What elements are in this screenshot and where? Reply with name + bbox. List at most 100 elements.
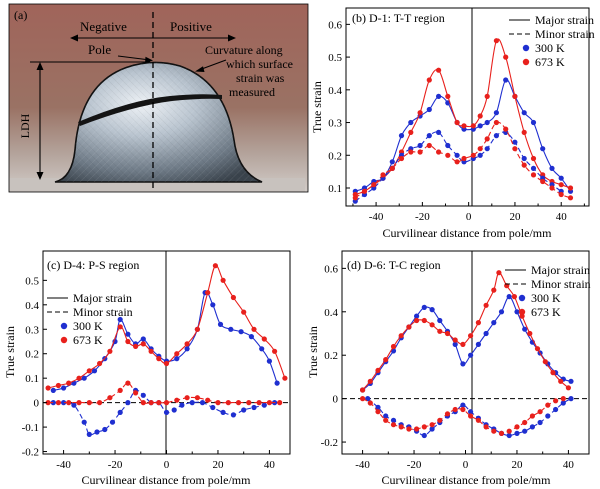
x-tick-label-d: -20 — [407, 459, 422, 471]
data-point-d-minor-300k — [529, 424, 536, 430]
data-point-c-major-300k — [184, 346, 190, 352]
positive-arrowhead — [228, 34, 236, 42]
data-point-c-major-300k — [217, 321, 224, 327]
y-tick-label-d: -0.2 — [321, 437, 338, 449]
legend-b: Major strain Minor strain 300 K 673 K — [509, 13, 595, 69]
data-point-c-minor-673k — [174, 397, 180, 403]
x-tick-label-c: 20 — [212, 459, 224, 471]
data-point-b-major-673k — [503, 54, 509, 60]
data-point-b-major-673k — [477, 113, 483, 119]
data-point-c-minor-673k — [194, 395, 200, 401]
data-point-c-major-673k — [76, 375, 82, 381]
data-point-c-major-300k — [259, 346, 265, 352]
data-point-d-minor-300k — [506, 432, 512, 439]
data-point-b-major-300k — [503, 77, 509, 83]
y-tick-label-b: 0.2 — [328, 150, 342, 162]
data-point-c-major-673k — [282, 375, 288, 381]
data-point-c-minor-673k — [117, 387, 123, 393]
data-point-c-major-673k — [86, 368, 92, 374]
x-axis-label-d: Curvilinear distance from pole/mm — [382, 473, 552, 487]
y-tick-label-b: 0.5 — [328, 52, 342, 64]
legend-d-300k-label: 300 K — [531, 291, 561, 305]
data-point-b-major-673k — [408, 129, 414, 135]
y-tick-label-d: 0.2 — [324, 350, 338, 362]
data-point-d-minor-673k — [498, 430, 505, 436]
data-point-d-minor-673k — [522, 419, 528, 426]
data-point-b-major-673k — [436, 67, 442, 73]
data-point-c-minor-300k — [140, 392, 146, 398]
data-point-d-minor-300k — [553, 406, 559, 413]
ldh-arrowhead-bottom — [36, 172, 44, 180]
series-line-d-major-673k — [362, 272, 569, 391]
x-tick-label-c: -20 — [108, 459, 123, 471]
series-line-c-minor-673k — [48, 382, 280, 404]
data-point-b-minor-673k — [567, 195, 574, 201]
data-point-d-major-673k — [452, 337, 458, 343]
curvature-pointer-head — [195, 66, 205, 72]
data-point-d-minor-673k — [390, 422, 397, 428]
data-point-d-major-673k — [565, 385, 572, 391]
data-point-b-minor-673k — [484, 136, 490, 142]
data-point-d-minor-300k — [390, 417, 397, 423]
data-point-c-minor-673k — [125, 380, 131, 386]
data-point-d-major-300k — [483, 330, 489, 337]
chart-panel-d: -40 -20 0 20 40 -0.2 0 0.2 0.4 0.6 (d) D-6: T-C … — [306, 250, 591, 487]
data-point-b-major-300k — [477, 123, 483, 129]
photo-panel-tag: (a) — [14, 8, 27, 22]
x-tick-label-b: -40 — [369, 211, 384, 223]
data-point-d-minor-300k — [522, 428, 528, 434]
data-point-b-minor-300k — [512, 139, 518, 145]
data-point-b-minor-673k — [521, 162, 527, 168]
data-point-c-major-673k — [272, 348, 278, 354]
data-point-b-major-673k — [512, 93, 518, 99]
data-point-d-major-673k — [367, 378, 373, 384]
data-point-b-minor-673k — [408, 149, 414, 155]
data-point-c-minor-673k — [277, 400, 283, 406]
data-point-d-minor-673k — [553, 398, 559, 404]
data-point-c-minor-673k — [66, 400, 72, 406]
data-point-b-major-673k — [521, 129, 527, 135]
dome-mesh — [55, 62, 262, 182]
data-point-c-minor-673k — [205, 397, 211, 403]
data-point-d-minor-300k — [460, 402, 466, 408]
data-point-c-minor-300k — [241, 407, 247, 413]
legend-c-673k-label: 673 K — [73, 333, 103, 347]
data-point-c-major-300k — [91, 368, 98, 374]
data-point-b-major-300k — [408, 119, 414, 126]
data-point-c-minor-300k — [261, 402, 267, 408]
data-point-d-minor-300k — [514, 430, 520, 436]
data-point-d-major-673k — [460, 341, 466, 347]
data-point-c-major-300k — [228, 326, 234, 332]
data-point-c-minor-673k — [156, 400, 162, 406]
data-point-b-major-673k — [445, 93, 451, 99]
data-point-d-minor-673k — [537, 409, 543, 415]
legend-c-300k-label: 300 K — [73, 319, 103, 333]
data-point-b-minor-300k — [417, 142, 423, 149]
legend-d-minor-label: Minor strain — [531, 277, 591, 291]
data-point-d-major-673k — [483, 302, 489, 308]
data-point-b-minor-673k — [549, 185, 555, 191]
data-point-c-major-673k — [220, 277, 226, 283]
x-tick-label-d: 0 — [463, 459, 469, 471]
x-tick-label-c: -40 — [56, 459, 71, 471]
legend-b-major-label: Major strain — [535, 13, 594, 27]
x-axis-label-b: Curvilinear distance from pole/mm — [383, 226, 553, 240]
data-point-d-minor-300k — [383, 413, 389, 419]
data-point-c-major-300k — [140, 336, 146, 342]
curvature-label-line-3: strain was — [236, 71, 285, 85]
data-point-c-minor-300k — [94, 429, 100, 435]
data-point-c-major-673k — [45, 385, 51, 391]
data-point-b-minor-673k — [470, 152, 476, 158]
data-point-c-major-673k — [148, 348, 154, 354]
data-point-b-minor-673k — [503, 126, 509, 132]
data-point-b-minor-300k — [530, 165, 537, 171]
data-point-b-minor-673k — [361, 188, 368, 194]
data-point-d-major-673k — [406, 324, 412, 330]
data-point-b-major-673k — [461, 123, 467, 129]
data-point-d-minor-673k — [452, 406, 458, 413]
data-point-b-major-300k — [549, 165, 555, 171]
data-point-d-minor-673k — [421, 424, 427, 430]
data-point-c-minor-300k — [86, 431, 92, 437]
data-point-d-major-673k — [390, 343, 397, 350]
y-ticks-d: -0.2 0 0.2 0.4 0.6 — [321, 263, 346, 449]
